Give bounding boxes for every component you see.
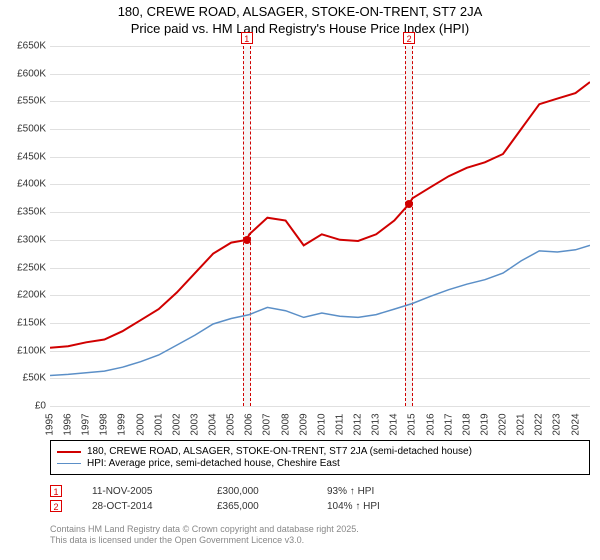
- title-line-1: 180, CREWE ROAD, ALSAGER, STOKE-ON-TRENT…: [0, 4, 600, 21]
- x-axis-label: 2017: [443, 413, 454, 435]
- x-axis-label: 2013: [371, 413, 382, 435]
- x-axis-label: 1996: [63, 413, 74, 435]
- y-axis-label: £400K: [2, 179, 46, 190]
- y-axis-label: £200K: [2, 290, 46, 301]
- legend-swatch: [57, 451, 81, 453]
- sale-dot: [243, 236, 251, 244]
- x-axis-label: 2024: [570, 413, 581, 435]
- x-axis-label: 2011: [334, 414, 345, 436]
- sale-date: 11-NOV-2005: [92, 486, 187, 497]
- sale-marker-label: 2: [403, 32, 415, 44]
- footer-line-2: This data is licensed under the Open Gov…: [50, 535, 359, 546]
- x-axis-label: 2008: [280, 413, 291, 435]
- x-axis-label: 2020: [498, 413, 509, 435]
- x-axis-label: 1999: [117, 413, 128, 435]
- legend-row: HPI: Average price, semi-detached house,…: [57, 458, 583, 469]
- x-axis-label: 2004: [208, 413, 219, 435]
- y-axis-label: £550K: [2, 96, 46, 107]
- y-axis-label: £500K: [2, 124, 46, 135]
- x-axis-label: 2001: [153, 413, 164, 435]
- x-axis-label: 2009: [298, 413, 309, 435]
- sales-table: 1 11-NOV-2005 £300,000 93% ↑ HPI 2 28-OCT-201…: [50, 482, 437, 515]
- gridline-h: [50, 406, 590, 407]
- x-axis-label: 2018: [461, 413, 472, 435]
- price-chart: £0£50K£100K£150K£200K£250K£300K£350K£400…: [50, 46, 590, 406]
- footer-line-1: Contains HM Land Registry data © Crown c…: [50, 524, 359, 535]
- chart-title-block: 180, CREWE ROAD, ALSAGER, STOKE-ON-TRENT…: [0, 0, 600, 40]
- x-axis-label: 2021: [516, 413, 527, 435]
- sale-dot: [405, 200, 413, 208]
- x-axis-label: 2015: [407, 413, 418, 435]
- x-axis-label: 2014: [389, 413, 400, 435]
- x-axis-label: 2007: [262, 413, 273, 435]
- legend-row: 180, CREWE ROAD, ALSAGER, STOKE-ON-TRENT…: [57, 446, 583, 457]
- legend-label: HPI: Average price, semi-detached house,…: [87, 458, 340, 469]
- x-axis-label: 2006: [244, 413, 255, 435]
- x-axis-label: 1997: [81, 413, 92, 435]
- x-axis-label: 2019: [479, 413, 490, 435]
- legend-swatch: [57, 463, 81, 464]
- sale-pct: 104% ↑ HPI: [327, 501, 437, 512]
- y-axis-label: £600K: [2, 68, 46, 79]
- chart-footer: Contains HM Land Registry data © Crown c…: [50, 524, 359, 547]
- series-line-property: [50, 82, 590, 348]
- sale-marker-label: 1: [241, 32, 253, 44]
- x-axis-label: 1995: [45, 413, 56, 435]
- sale-pct: 93% ↑ HPI: [327, 486, 437, 497]
- x-axis-label: 2003: [189, 413, 200, 435]
- sale-badge: 2: [50, 500, 62, 512]
- x-axis-label: 1998: [99, 413, 110, 435]
- x-axis-label: 2023: [552, 413, 563, 435]
- y-axis-label: £650K: [2, 41, 46, 52]
- y-axis-label: £150K: [2, 317, 46, 328]
- x-axis-label: 2002: [171, 413, 182, 435]
- x-axis-label: 2012: [353, 413, 364, 435]
- title-line-2: Price paid vs. HM Land Registry's House …: [0, 21, 600, 38]
- sale-date: 28-OCT-2014: [92, 501, 187, 512]
- x-axis-label: 2016: [425, 413, 436, 435]
- chart-lines: [50, 46, 590, 406]
- x-axis-label: 2010: [316, 413, 327, 435]
- sale-price: £300,000: [217, 486, 297, 497]
- x-axis-label: 2022: [534, 413, 545, 435]
- x-axis-label: 2005: [226, 413, 237, 435]
- sales-row: 1 11-NOV-2005 £300,000 93% ↑ HPI: [50, 485, 437, 497]
- y-axis-label: £450K: [2, 151, 46, 162]
- series-line-hpi: [50, 245, 590, 375]
- y-axis-label: £300K: [2, 234, 46, 245]
- sale-badge: 1: [50, 485, 62, 497]
- y-axis-label: £50K: [2, 373, 46, 384]
- y-axis-label: £250K: [2, 262, 46, 273]
- sale-price: £365,000: [217, 501, 297, 512]
- x-axis-label: 2000: [135, 413, 146, 435]
- y-axis-label: £100K: [2, 345, 46, 356]
- chart-legend: 180, CREWE ROAD, ALSAGER, STOKE-ON-TRENT…: [50, 440, 590, 475]
- legend-label: 180, CREWE ROAD, ALSAGER, STOKE-ON-TRENT…: [87, 446, 472, 457]
- y-axis-label: £0: [2, 401, 46, 412]
- y-axis-label: £350K: [2, 207, 46, 218]
- sales-row: 2 28-OCT-2014 £365,000 104% ↑ HPI: [50, 500, 437, 512]
